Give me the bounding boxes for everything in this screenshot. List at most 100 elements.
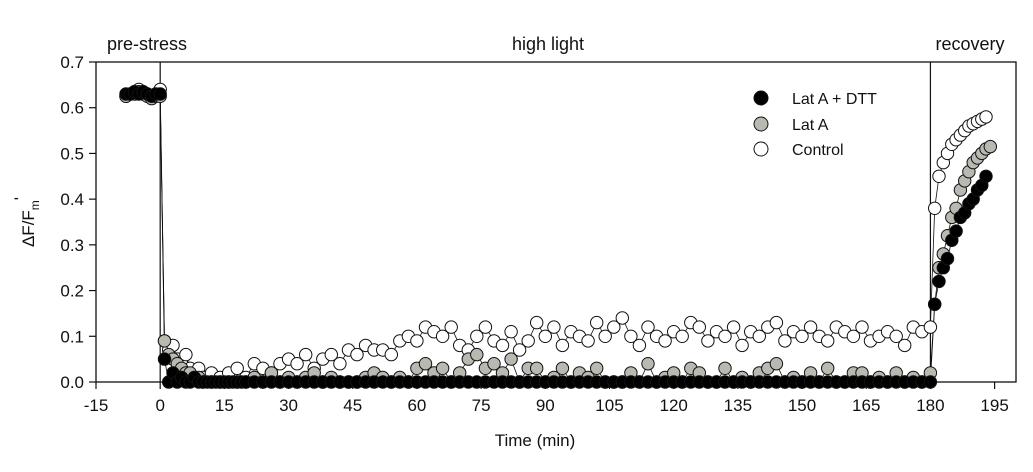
data-point-control bbox=[846, 329, 861, 343]
data-point-control bbox=[504, 325, 518, 339]
data-point-lat-a bbox=[530, 361, 544, 375]
data-point-control bbox=[898, 338, 912, 353]
data-point-control bbox=[735, 338, 749, 353]
data-point-control bbox=[928, 201, 942, 216]
data-point-control bbox=[701, 334, 715, 348]
series-layer bbox=[119, 82, 997, 389]
data-point-control bbox=[290, 357, 304, 371]
data-point-control bbox=[778, 334, 792, 348]
legend: Lat A + DTT Lat A Control bbox=[753, 90, 877, 159]
phase-label-recovery: recovery bbox=[935, 34, 1004, 54]
data-point-control bbox=[889, 329, 903, 343]
x-tick-label: 150 bbox=[788, 396, 816, 415]
data-point-control bbox=[521, 334, 535, 348]
y-axis-title-subscript: m bbox=[28, 200, 42, 210]
data-point-control bbox=[855, 320, 869, 334]
data-point-control bbox=[512, 343, 527, 357]
data-point-control bbox=[769, 315, 784, 330]
data-point-lat-a bbox=[590, 361, 604, 375]
data-point-control bbox=[803, 320, 818, 334]
data-point-lat-a-dtt bbox=[928, 297, 942, 311]
data-point-lat-a-dtt bbox=[153, 87, 167, 101]
data-point-control bbox=[230, 361, 244, 375]
x-tick-label: 135 bbox=[724, 396, 752, 415]
data-point-lat-a bbox=[504, 352, 518, 366]
data-point-control bbox=[324, 347, 338, 362]
x-tick-label: 45 bbox=[343, 396, 362, 415]
data-point-lat-a bbox=[157, 334, 172, 348]
data-point-lat-a-dtt bbox=[157, 352, 172, 366]
data-point-lat-a bbox=[555, 361, 570, 375]
y-tick-label: 0.5 bbox=[60, 144, 84, 163]
x-tick-label: 0 bbox=[155, 396, 164, 415]
data-point-control bbox=[923, 320, 938, 334]
data-point-control bbox=[632, 338, 647, 353]
data-point-control bbox=[718, 329, 732, 343]
x-tick-label: 165 bbox=[852, 396, 880, 415]
y-tick-label: 0.4 bbox=[60, 190, 84, 209]
data-point-control bbox=[641, 320, 655, 334]
data-point-control bbox=[624, 329, 638, 343]
data-point-control bbox=[410, 334, 424, 348]
data-point-lat-a bbox=[470, 347, 484, 362]
data-point-control bbox=[179, 347, 193, 362]
legend-marker-lat-a-dtt bbox=[753, 90, 769, 106]
x-tick-label: 60 bbox=[407, 396, 426, 415]
data-point-control bbox=[478, 320, 493, 334]
legend-label-control: Control bbox=[792, 142, 844, 159]
data-point-control bbox=[752, 329, 766, 343]
data-point-lat-a bbox=[821, 361, 835, 375]
x-tick-label: -15 bbox=[84, 396, 109, 415]
y-axis-title: ΔF/Fm' bbox=[11, 197, 42, 247]
data-point-lat-a bbox=[487, 357, 501, 371]
data-point-control bbox=[538, 329, 552, 343]
data-point-control bbox=[555, 338, 570, 353]
y-tick-label: 0.3 bbox=[60, 236, 84, 255]
data-point-control bbox=[795, 329, 809, 343]
data-point-lat-a bbox=[418, 357, 433, 371]
x-tick-label: 180 bbox=[916, 396, 944, 415]
data-point-lat-a-dtt bbox=[949, 224, 963, 238]
phase-label-pre-stress: pre-stress bbox=[107, 34, 187, 54]
data-point-lat-a-dtt bbox=[940, 251, 955, 266]
y-tick-label: 0.0 bbox=[60, 373, 84, 392]
data-point-control bbox=[530, 315, 544, 330]
data-point-control bbox=[590, 315, 604, 330]
y-tick-label: 0.1 bbox=[60, 327, 84, 346]
axis-ticks: -15 0 15 30 45 60 75 90 105 120 135 150 165 180 195 0.0… bbox=[60, 53, 1008, 415]
data-point-lat-a bbox=[769, 357, 784, 371]
data-point-control bbox=[675, 329, 689, 343]
data-point-lat-a-dtt bbox=[932, 274, 946, 289]
x-tick-label: 30 bbox=[279, 396, 298, 415]
y-tick-label: 0.7 bbox=[60, 53, 84, 72]
y-axis-title-prime: ' bbox=[11, 197, 30, 200]
phase-label-high-light: high light bbox=[512, 34, 584, 54]
legend-marker-control bbox=[753, 141, 769, 157]
data-point-control bbox=[615, 311, 629, 325]
data-point-control bbox=[333, 357, 347, 371]
data-point-control bbox=[470, 329, 484, 343]
data-point-lat-a bbox=[718, 361, 732, 375]
x-tick-label: 120 bbox=[659, 396, 687, 415]
x-tick-label: 195 bbox=[980, 396, 1008, 415]
data-point-control bbox=[598, 329, 612, 343]
data-point-control bbox=[821, 334, 835, 348]
data-point-control bbox=[932, 169, 946, 184]
data-point-control bbox=[435, 329, 450, 343]
data-point-lat-a bbox=[435, 361, 450, 375]
legend-label-lat-a: Lat A bbox=[792, 117, 829, 134]
data-point-control bbox=[726, 320, 741, 334]
data-point-control bbox=[547, 320, 561, 334]
x-tick-label: 15 bbox=[215, 396, 234, 415]
data-point-control bbox=[607, 320, 621, 334]
data-point-control bbox=[692, 320, 706, 334]
y-tick-label: 0.6 bbox=[60, 99, 84, 118]
legend-marker-lat-a bbox=[753, 116, 769, 132]
data-point-control bbox=[299, 347, 313, 362]
x-tick-label: 105 bbox=[595, 396, 623, 415]
data-point-control bbox=[979, 110, 993, 124]
data-point-lat-a-dtt bbox=[979, 169, 993, 184]
y-axis-title-main: ΔF/F bbox=[19, 210, 38, 247]
